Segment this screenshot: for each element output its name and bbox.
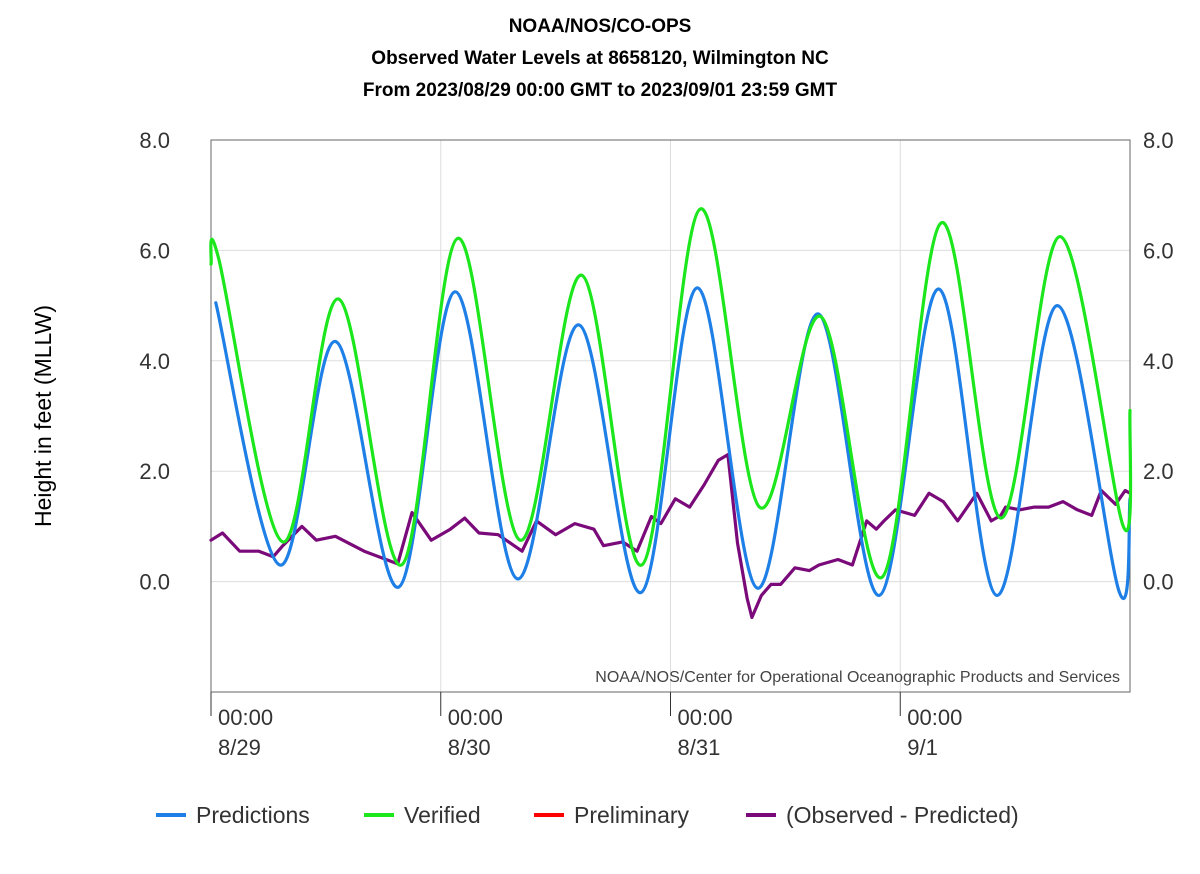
- chart-title-line-2: Observed Water Levels at 8658120, Wilmin…: [371, 48, 829, 69]
- y-tick-label-right: 2.0: [1143, 459, 1174, 484]
- legend-label: Verified: [404, 802, 481, 828]
- y-axis-label: Height in feet (MLLW): [30, 305, 56, 527]
- x-tick-time: 00:00: [218, 705, 273, 730]
- y-axis-left: 8.0 6.0 4.0 2.0 0.0: [139, 128, 170, 595]
- y-tick-label-right: 6.0: [1143, 238, 1174, 263]
- x-axis: 00:00 8/29 00:00 8/30 00:00 8/31 00:00 9/1: [210, 692, 962, 760]
- series-line-verified: [209, 207, 1133, 579]
- legend-label: Preliminary: [574, 802, 690, 828]
- y-tick-label-left: 4.0: [139, 349, 170, 374]
- y-axis-right: 8.0 6.0 4.0 2.0 0.0: [1143, 128, 1174, 595]
- y-tick-label-right: 4.0: [1143, 349, 1174, 374]
- x-tick-date: 8/29: [218, 735, 261, 760]
- series-line-observed-predicted: [209, 453, 1132, 620]
- series-lines: [209, 207, 1133, 620]
- legend-label: (Observed - Predicted): [786, 802, 1019, 828]
- chart-title-line-3: From 2023/08/29 00:00 GMT to 2023/09/01 …: [363, 80, 838, 101]
- x-tick-date: 9/1: [907, 735, 938, 760]
- y-tick-label-left: 6.0: [139, 238, 170, 263]
- legend-item[interactable]: Preliminary: [534, 802, 690, 828]
- series-line-predictions: [214, 286, 1132, 600]
- chart-legend: Predictions Verified Preliminary (Observed …: [156, 802, 1019, 828]
- y-tick-label-left: 2.0: [139, 459, 170, 484]
- y-tick-label-right: 8.0: [1143, 128, 1174, 153]
- x-tick-time: 00:00: [678, 705, 733, 730]
- chart-title-line-1: NOAA/NOS/CO-OPS: [509, 16, 692, 37]
- legend-label: Predictions: [196, 802, 310, 828]
- y-tick-label-right: 0.0: [1143, 570, 1174, 595]
- x-tick-time: 00:00: [448, 705, 503, 730]
- x-tick-date: 8/30: [448, 735, 491, 760]
- legend-item[interactable]: Predictions: [156, 802, 310, 828]
- plot-grid: [211, 139, 1130, 692]
- y-tick-label-left: 8.0: [139, 128, 170, 153]
- x-tick-time: 00:00: [907, 705, 962, 730]
- credit-text: NOAA/NOS/Center for Operational Oceanogr…: [595, 669, 1120, 686]
- y-tick-label-left: 0.0: [139, 570, 170, 595]
- legend-item[interactable]: Verified: [364, 802, 481, 828]
- x-tick-date: 8/31: [678, 735, 721, 760]
- legend-item[interactable]: (Observed - Predicted): [746, 802, 1019, 828]
